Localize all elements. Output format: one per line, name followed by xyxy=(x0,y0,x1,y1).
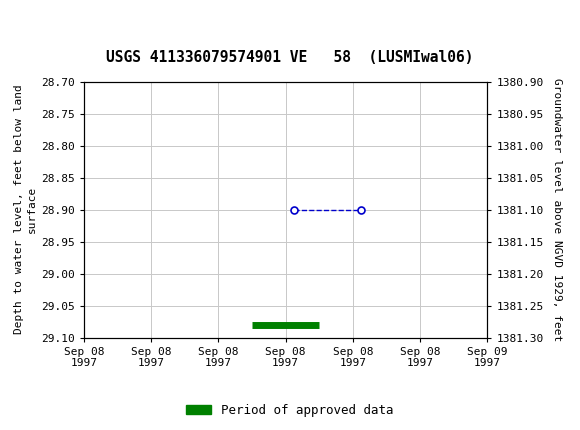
Legend: Period of approved data: Period of approved data xyxy=(181,399,399,421)
Text: USGS 411336079574901 VE   58  (LUSMIwal06): USGS 411336079574901 VE 58 (LUSMIwal06) xyxy=(106,50,474,64)
Y-axis label: Groundwater level above NGVD 1929, feet: Groundwater level above NGVD 1929, feet xyxy=(552,78,562,341)
Text: USGS: USGS xyxy=(44,11,87,29)
Y-axis label: Depth to water level, feet below land
surface: Depth to water level, feet below land su… xyxy=(14,85,37,335)
